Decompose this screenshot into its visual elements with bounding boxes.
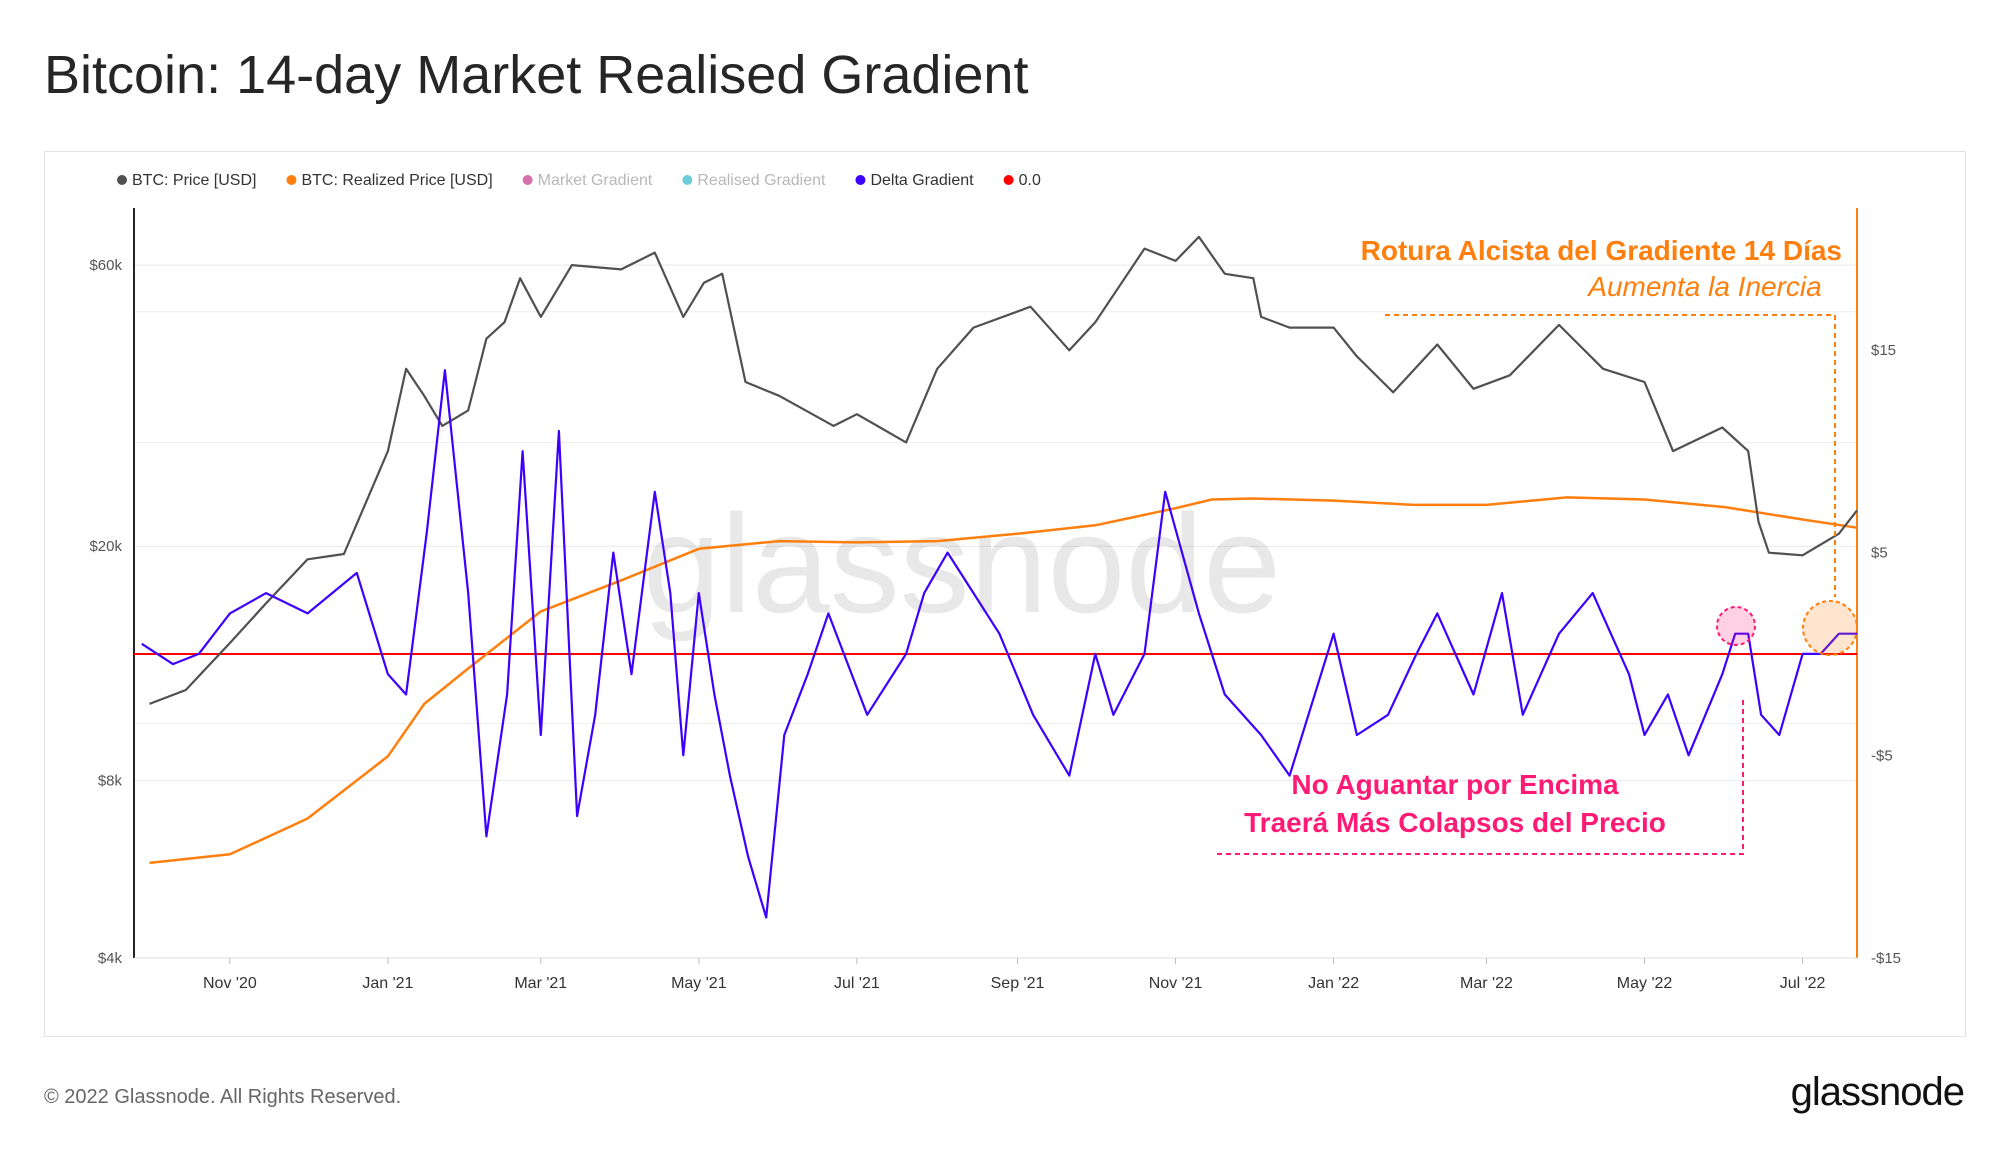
legend-label: BTC: Price [USD] [132,172,256,189]
x-tick-label: May '22 [1617,975,1673,992]
x-tick-label: Nov '20 [203,975,257,992]
x-tick-label: Mar '22 [1460,975,1513,992]
x-tick-label: Jan '21 [362,975,413,992]
series-line-btc-realized-price-usd [149,496,1858,865]
x-tick-label: Jul '22 [1780,975,1826,992]
right-tick-label: -$5 [1871,747,1893,764]
x-tick-label: Jan '22 [1308,975,1359,992]
bullish-annotation-title: Rotura Alcista del Gradiente 14 Días [1361,235,1842,266]
left-tick-label: $4k [98,950,123,967]
legend-marker [117,175,127,185]
legend-label: Realised Gradient [697,172,826,189]
left-tick-label: $8k [98,773,123,790]
right-tick-label: -$15 [1871,950,1901,967]
series-line-delta-gradient [141,369,1857,919]
legend-label: 0.0 [1019,172,1041,189]
legend-marker [1003,175,1014,185]
right-tick-label: $15 [1871,342,1896,359]
bullish-annotation-subtitle: Aumenta la Inercia [1586,271,1821,302]
legend-marker [286,175,297,185]
x-tick-label: Jul '21 [834,975,880,992]
bearish-annotation-line1: No Aguantar por Encima [1291,769,1619,800]
watermark: glassnode [643,485,1281,642]
legend-marker [682,175,693,185]
left-tick-label: $20k [89,538,122,555]
page-title: Bitcoin: 14-day Market Realised Gradient [44,45,1029,105]
bearish-highlight-circle [1716,606,1756,646]
chart-svg: BTC: Price [USD] BTC: Realized Price [USD… [89,172,1901,992]
x-tick-label: Mar '21 [514,975,567,992]
bullish-annotation-leader [1385,314,1836,597]
bearish-annotation-line2: Traerá Más Colapsos del Precio [1244,807,1666,838]
x-tick-label: Sep '21 [991,975,1045,992]
legend-label: Delta Gradient [870,172,974,189]
legend-marker [522,175,533,185]
bearish-annotation-leader [1217,697,1744,855]
legend-label: BTC: Realized Price [USD] [301,172,492,189]
brand-logo: glassnode [1790,1070,1965,1114]
legend-label: Market Gradient [538,172,653,189]
axes: $4k $8k $20k $60k $15 $5 -$5 -$15 Nov '20 Jan '21… [89,208,1901,992]
left-tick-label: $60k [89,257,122,274]
series [134,235,1858,919]
series-line-btc-price-usd [149,235,1858,705]
legend: BTC: Price [USD] BTC: Realized Price [USD… [117,172,1041,189]
copyright: © 2022 Glassnode. All Rights Reserved. [44,1086,402,1108]
right-tick-label: $5 [1871,545,1888,562]
bullish-highlight-circle [1802,600,1858,656]
x-tick-label: Nov '21 [1149,975,1203,992]
x-tick-label: May '21 [671,975,727,992]
chart-panel: BTC: Price [USD] BTC: Realized Price [USD… [44,151,1966,1037]
annotations: Rotura Alcista del Gradiente 14 Días Aum… [1217,235,1858,855]
legend-marker [855,175,866,185]
